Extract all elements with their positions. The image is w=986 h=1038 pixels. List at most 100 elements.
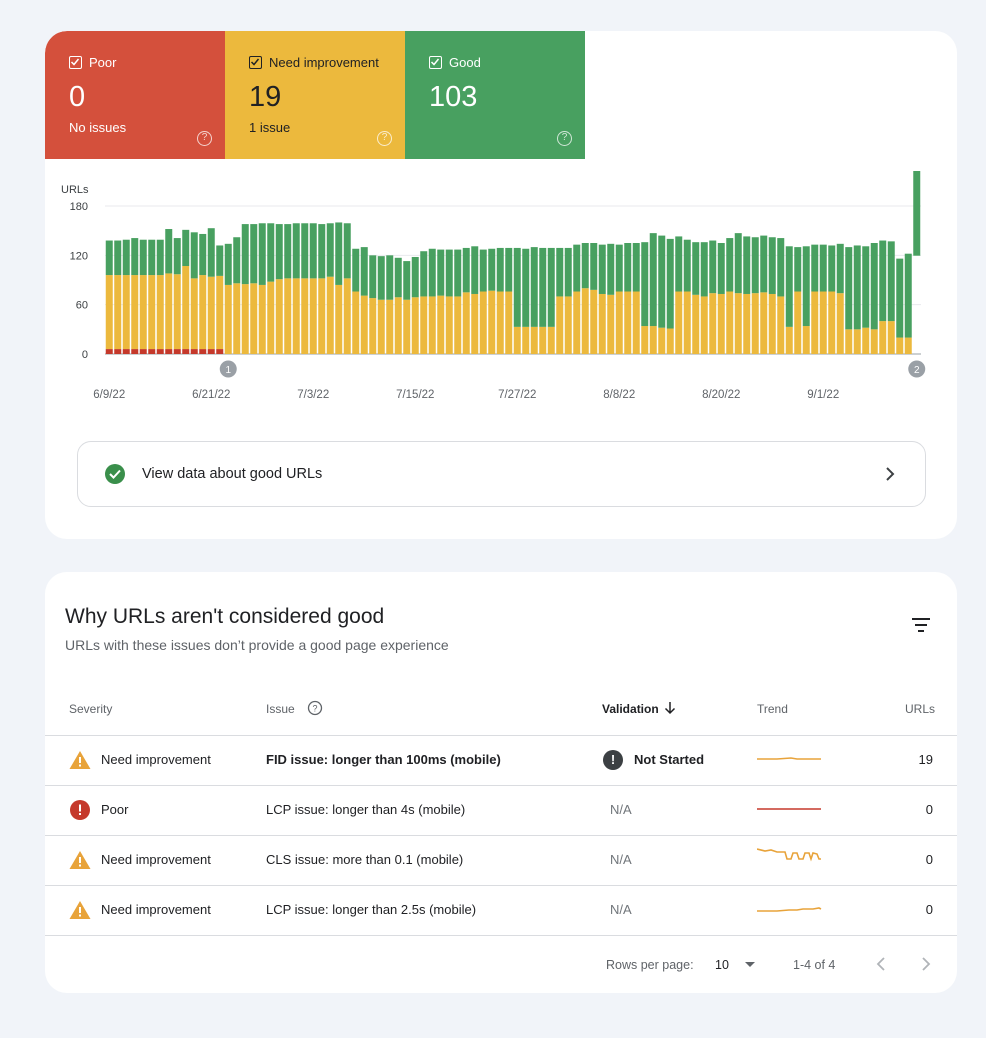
bar-need-improvement[interactable] bbox=[505, 291, 513, 354]
bar-good[interactable] bbox=[632, 243, 640, 292]
bar-good[interactable] bbox=[598, 244, 606, 294]
bar-need-improvement[interactable] bbox=[369, 298, 377, 354]
bar-need-improvement[interactable] bbox=[896, 337, 904, 354]
bar-need-improvement[interactable] bbox=[216, 275, 224, 350]
bar-need-improvement[interactable] bbox=[250, 283, 258, 354]
bar-poor[interactable] bbox=[148, 349, 156, 354]
bar-good[interactable] bbox=[717, 243, 725, 294]
bar-need-improvement[interactable] bbox=[156, 275, 164, 350]
bar-need-improvement[interactable] bbox=[131, 275, 139, 350]
bar-need-improvement[interactable] bbox=[768, 293, 776, 354]
bar-need-improvement[interactable] bbox=[360, 295, 368, 354]
bar-good[interactable] bbox=[581, 243, 589, 289]
bar-need-improvement[interactable] bbox=[496, 291, 504, 354]
bar-need-improvement[interactable] bbox=[233, 283, 241, 354]
bar-good[interactable] bbox=[233, 237, 241, 284]
bar-need-improvement[interactable] bbox=[199, 275, 207, 350]
column-validation[interactable]: Validation bbox=[602, 702, 659, 716]
bar-need-improvement[interactable] bbox=[352, 291, 360, 354]
bar-good[interactable] bbox=[513, 247, 521, 327]
bar-good[interactable] bbox=[471, 246, 479, 294]
bar-need-improvement[interactable] bbox=[777, 296, 785, 354]
bar-good[interactable] bbox=[318, 224, 326, 279]
bar-good[interactable] bbox=[207, 228, 215, 277]
bar-need-improvement[interactable] bbox=[292, 278, 300, 354]
bar-good[interactable] bbox=[700, 242, 708, 297]
bar-need-improvement[interactable] bbox=[403, 299, 411, 354]
bar-need-improvement[interactable] bbox=[811, 291, 819, 354]
bar-good[interactable] bbox=[896, 258, 904, 338]
annotation-marker[interactable]: 1 bbox=[219, 360, 237, 378]
bar-good[interactable] bbox=[258, 223, 266, 285]
bar-poor[interactable] bbox=[199, 349, 207, 354]
bar-good[interactable] bbox=[343, 223, 351, 279]
bar-need-improvement[interactable] bbox=[114, 275, 122, 350]
bar-need-improvement[interactable] bbox=[870, 329, 878, 354]
bar-good[interactable] bbox=[726, 238, 734, 292]
bar-need-improvement[interactable] bbox=[139, 275, 147, 350]
bar-poor[interactable] bbox=[207, 349, 215, 354]
bar-good[interactable] bbox=[913, 171, 921, 256]
bar-good[interactable] bbox=[573, 244, 581, 292]
bar-good[interactable] bbox=[811, 244, 819, 292]
help-icon[interactable]: ? bbox=[307, 700, 323, 716]
bar-poor[interactable] bbox=[139, 349, 147, 354]
bar-good[interactable] bbox=[284, 224, 292, 279]
bar-need-improvement[interactable] bbox=[598, 293, 606, 354]
bar-need-improvement[interactable] bbox=[258, 284, 266, 354]
table-row[interactable]: Need improvement FID issue: longer than 1… bbox=[45, 736, 957, 786]
help-icon[interactable]: ? bbox=[377, 131, 392, 146]
help-icon[interactable]: ? bbox=[557, 131, 572, 146]
bar-good[interactable] bbox=[658, 235, 666, 328]
bar-good[interactable] bbox=[751, 237, 759, 294]
next-page-button[interactable] bbox=[914, 953, 936, 975]
bar-good[interactable] bbox=[105, 240, 113, 276]
bar-need-improvement[interactable] bbox=[207, 276, 215, 350]
bar-need-improvement[interactable] bbox=[488, 290, 496, 354]
bar-good[interactable] bbox=[292, 223, 300, 279]
bar-need-improvement[interactable] bbox=[904, 337, 912, 354]
bar-need-improvement[interactable] bbox=[377, 299, 385, 354]
bar-good[interactable] bbox=[335, 222, 343, 285]
bar-good[interactable] bbox=[420, 251, 428, 297]
bar-good[interactable] bbox=[887, 241, 895, 322]
bar-need-improvement[interactable] bbox=[173, 274, 181, 350]
bar-good[interactable] bbox=[564, 247, 572, 297]
checkbox-checked-icon[interactable] bbox=[429, 56, 442, 69]
bar-need-improvement[interactable] bbox=[105, 275, 113, 350]
bar-good[interactable] bbox=[547, 247, 555, 327]
bar-good[interactable] bbox=[182, 229, 190, 267]
table-row[interactable]: Poor LCP issue: longer than 4s (mobile) N/… bbox=[45, 786, 957, 836]
bar-need-improvement[interactable] bbox=[751, 293, 759, 354]
bar-good[interactable] bbox=[641, 242, 649, 327]
bar-good[interactable] bbox=[879, 240, 887, 322]
bar-good[interactable] bbox=[819, 244, 827, 292]
bar-good[interactable] bbox=[148, 239, 156, 276]
bar-good[interactable] bbox=[377, 256, 385, 300]
bar-good[interactable] bbox=[326, 223, 334, 277]
checkbox-checked-icon[interactable] bbox=[249, 56, 262, 69]
bar-good[interactable] bbox=[250, 224, 258, 284]
bar-good[interactable] bbox=[862, 246, 870, 328]
column-urls[interactable]: URLs bbox=[905, 702, 936, 716]
bar-poor[interactable] bbox=[156, 349, 164, 354]
bar-need-improvement[interactable] bbox=[267, 281, 275, 354]
bar-need-improvement[interactable] bbox=[709, 293, 717, 354]
bar-good[interactable] bbox=[556, 247, 564, 297]
bar-need-improvement[interactable] bbox=[165, 273, 173, 350]
bar-good[interactable] bbox=[802, 246, 810, 327]
bar-need-improvement[interactable] bbox=[683, 291, 691, 354]
bar-good[interactable] bbox=[870, 243, 878, 330]
bar-need-improvement[interactable] bbox=[148, 275, 156, 350]
bar-need-improvement[interactable] bbox=[675, 291, 683, 354]
bar-poor[interactable] bbox=[182, 349, 190, 354]
bar-good[interactable] bbox=[165, 229, 173, 274]
bar-good[interactable] bbox=[522, 248, 530, 327]
bar-need-improvement[interactable] bbox=[760, 292, 768, 354]
bar-need-improvement[interactable] bbox=[386, 299, 394, 354]
bar-need-improvement[interactable] bbox=[394, 297, 402, 354]
bar-good[interactable] bbox=[845, 247, 853, 330]
bar-need-improvement[interactable] bbox=[632, 291, 640, 354]
bar-poor[interactable] bbox=[114, 349, 122, 354]
bar-need-improvement[interactable] bbox=[326, 276, 334, 354]
